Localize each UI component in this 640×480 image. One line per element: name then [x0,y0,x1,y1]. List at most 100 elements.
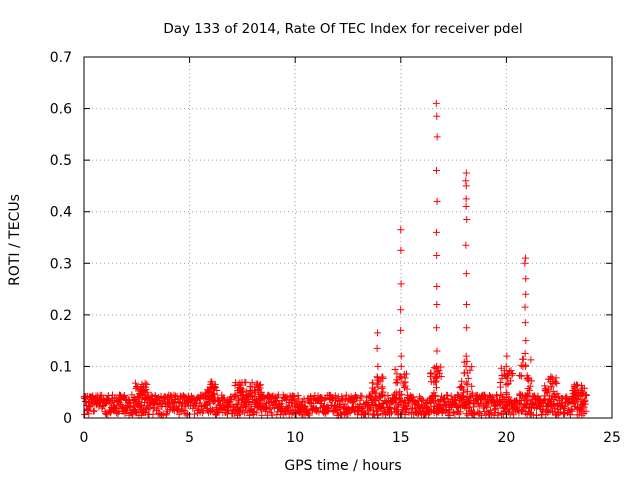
data-point [433,347,441,355]
plot-frame [83,56,613,419]
data-point [247,383,255,391]
x-tick-label: 5 [185,430,194,446]
data-point [503,390,511,398]
x-axis-label: GPS time / hours [284,458,401,474]
data-point [248,379,256,387]
data-point [526,410,534,418]
data-point [401,378,409,386]
data-point [435,400,443,408]
data-point [116,399,124,407]
data-point [301,402,309,410]
data-point [384,391,392,399]
data-point [84,398,92,406]
data-point [131,379,139,387]
data-point [576,404,584,412]
x-tick-label: 10 [286,430,304,446]
data-point [393,378,401,386]
data-point [209,385,217,393]
data-point [524,374,532,382]
data-point [143,380,151,388]
data-point [397,390,405,398]
data-point [427,373,435,381]
data-point [519,355,527,363]
data-point [266,405,274,413]
data-point [403,385,411,393]
data-point [401,397,409,405]
data-point [257,381,265,389]
data-point [404,400,412,408]
data-point [549,387,557,395]
data-point [572,381,580,389]
data-point [98,391,106,399]
data-point [447,392,455,400]
data-point [480,404,488,412]
data-point [462,241,470,249]
data-point [486,406,494,414]
data-point [253,409,261,417]
data-point [373,374,381,382]
data-point [462,352,470,360]
data-point [463,301,471,309]
data-point [462,270,470,278]
y-tick-label: 0.4 [50,205,72,221]
data-point [565,396,573,404]
data-point [364,410,372,418]
data-point [502,381,510,389]
data-points [80,99,590,419]
data-point [430,389,438,397]
data-point [571,383,579,391]
data-point [437,372,445,380]
data-point [393,370,401,378]
data-point [373,406,381,414]
data-point [231,391,239,399]
data-point [397,362,405,370]
data-point [579,384,587,392]
data-point [502,362,510,370]
data-point [582,391,590,399]
data-point [397,226,405,234]
data-point [582,407,590,415]
data-point [555,409,563,417]
data-point [142,385,150,393]
data-point [431,371,439,379]
data-point [367,393,375,401]
data-point [395,400,403,408]
data-point [433,301,441,309]
data-point [379,374,387,382]
data-point [83,407,91,415]
data-point [241,378,249,386]
data-point [387,409,395,417]
data-point [521,319,529,327]
data-point [521,259,529,267]
data-point [120,392,128,400]
data-point [247,389,255,397]
data-point [307,392,315,400]
data-point [408,393,416,401]
x-tick-label: 25 [603,430,621,446]
data-point [579,390,587,398]
data-point [468,382,476,390]
data-point [294,391,302,399]
data-point [462,379,470,387]
data-point [89,407,97,415]
data-point [460,358,468,366]
data-point [432,228,440,236]
data-point [507,367,515,375]
data-point [516,372,524,380]
data-point [84,406,92,414]
data-point [494,409,502,417]
y-tick-label: 0.5 [50,153,72,169]
data-point [433,133,441,141]
data-point [498,374,506,382]
data-point [395,394,403,402]
data-point [95,403,103,411]
data-point [213,387,221,395]
data-point [581,400,589,408]
data-point [470,410,478,418]
data-point [481,408,489,416]
data-point [204,388,212,396]
data-point [399,380,407,388]
data-point [514,406,522,414]
data-point [463,380,471,388]
data-point [433,324,441,332]
